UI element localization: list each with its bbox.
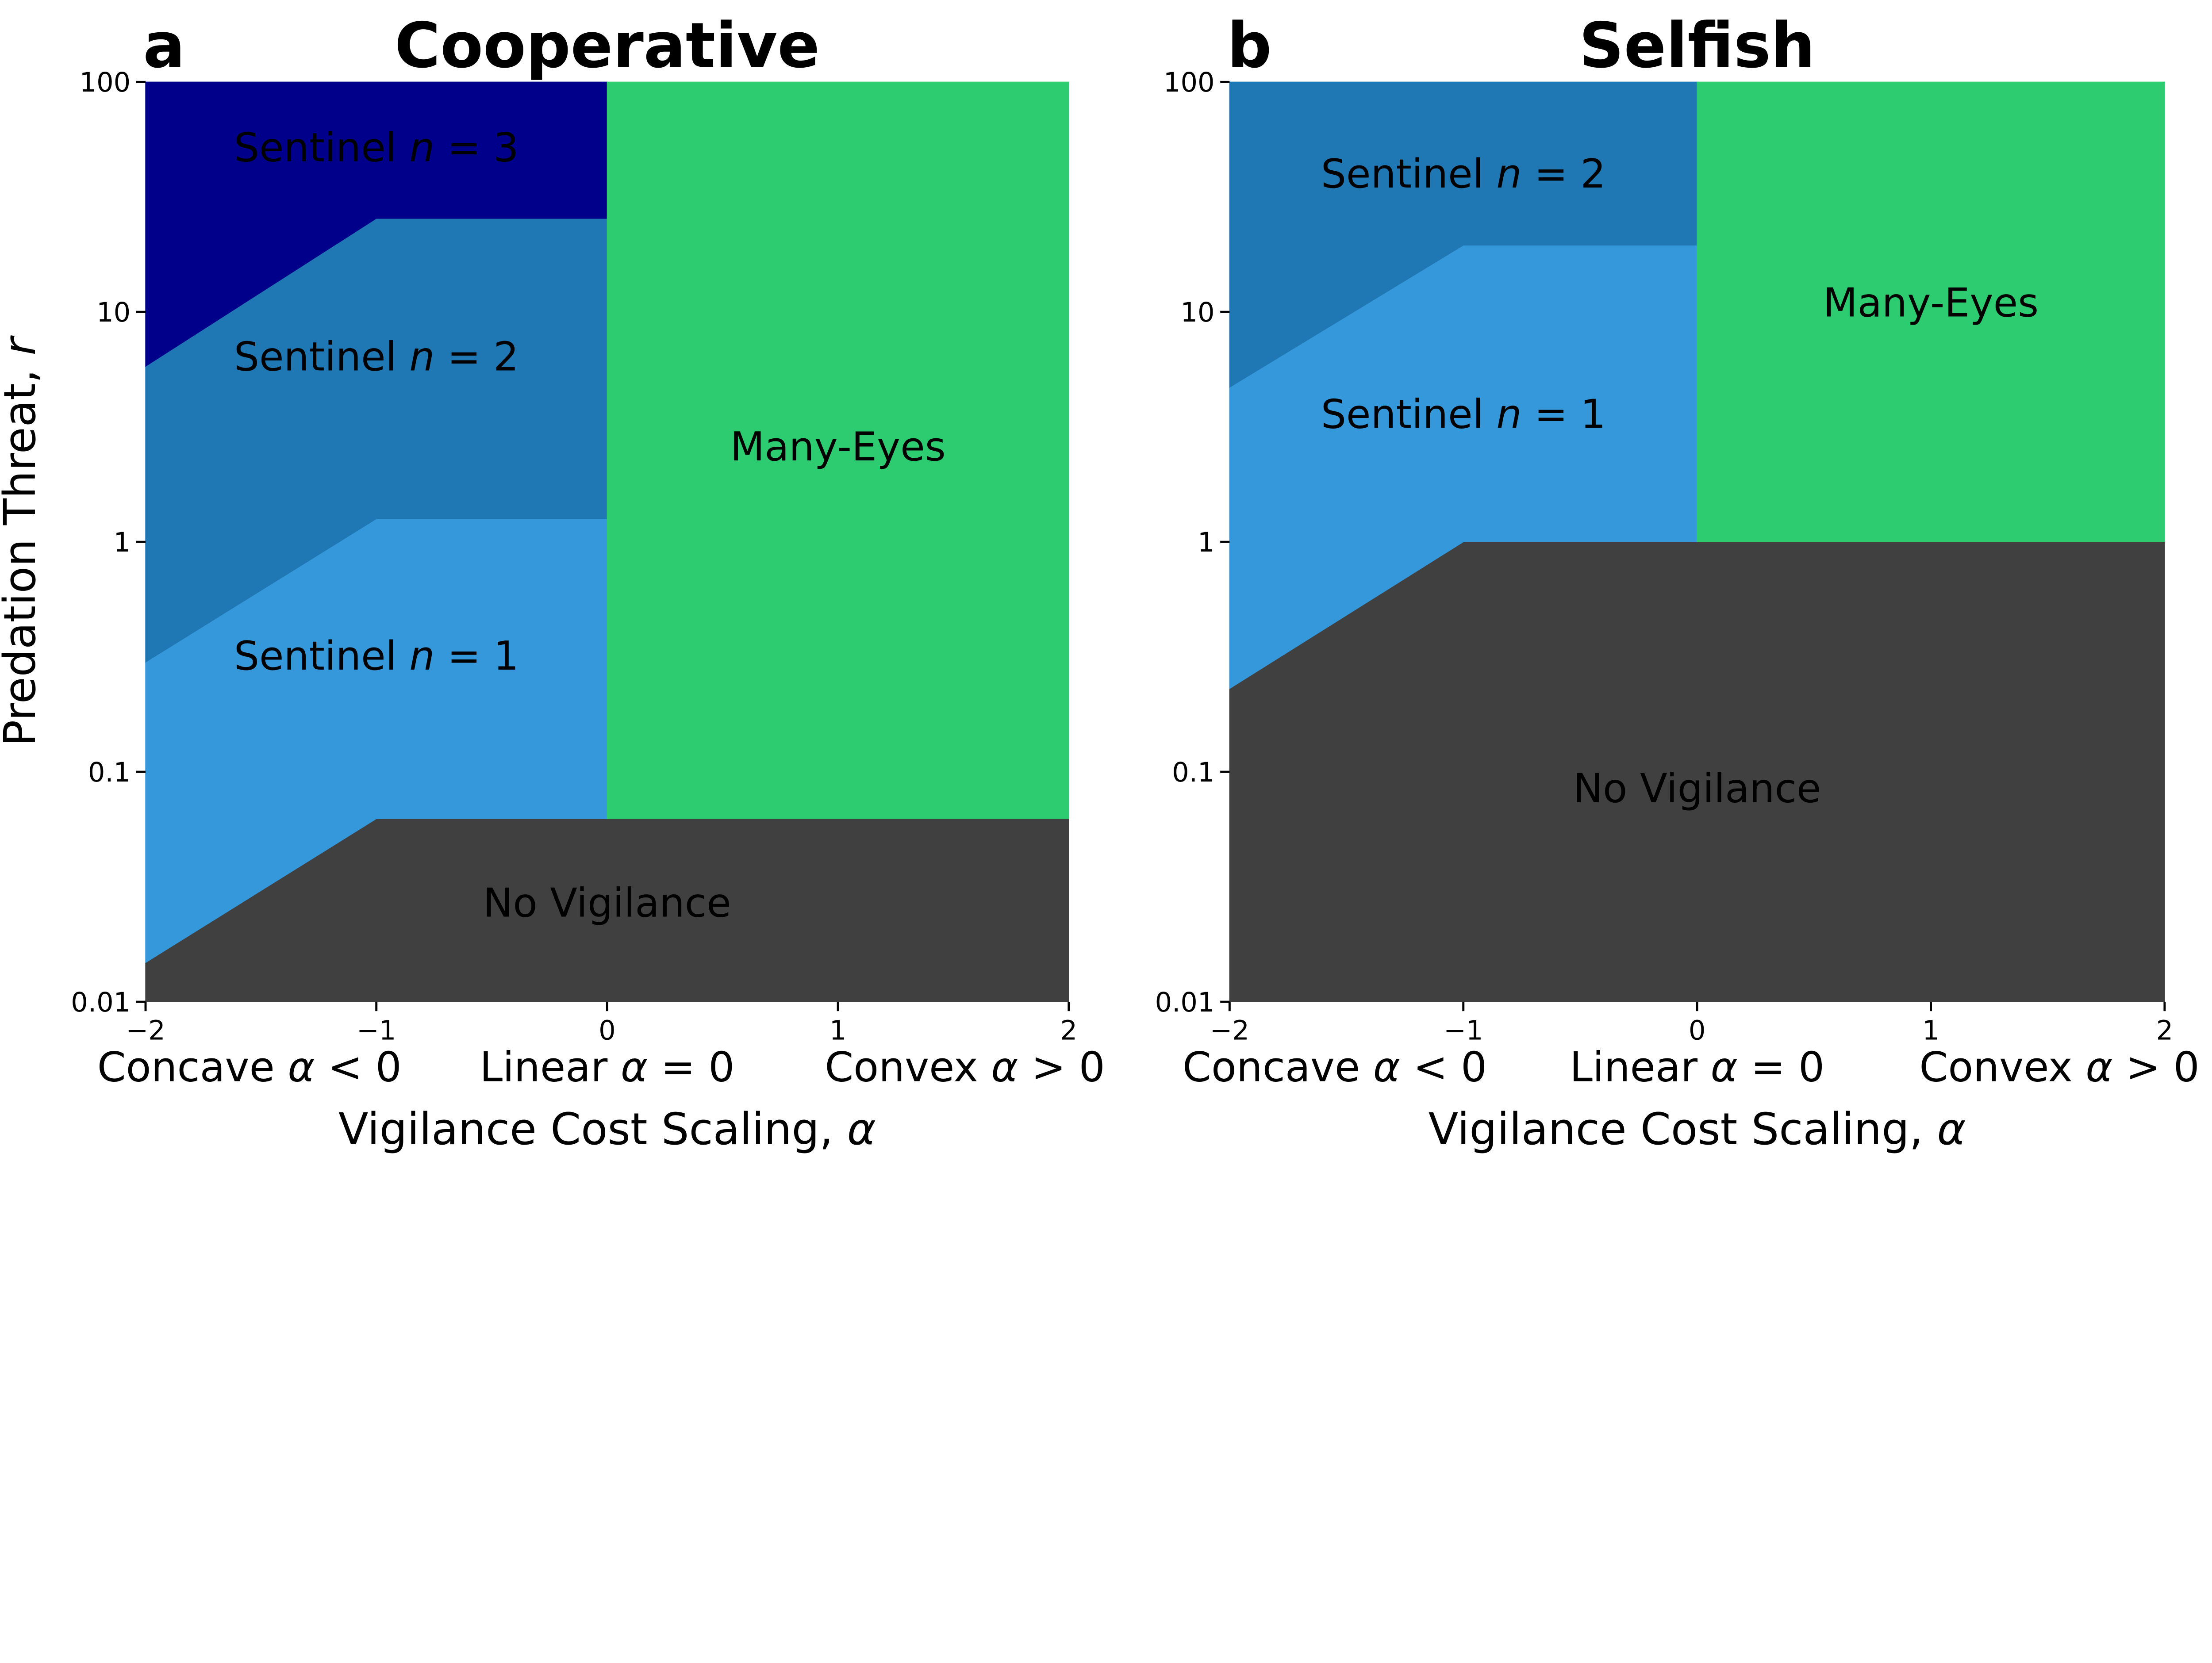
x-secondary-label: Convex α > 0 (1919, 1043, 2199, 1091)
y-axis-title: Predation Threat, r (0, 335, 46, 747)
x-secondary-label: Concave α < 0 (97, 1043, 402, 1091)
region-label-sentinel-n1: Sentinel n = 1 (234, 633, 519, 679)
y-tick-label: 0.1 (88, 757, 131, 788)
x-tick-label: 1 (1922, 1015, 1939, 1046)
panel-letter: a (143, 9, 185, 82)
y-tick-label: 1 (1198, 527, 1215, 558)
x-tick-label: −1 (1444, 1015, 1483, 1046)
phase-diagram-svg: No Vigilance Sentinel n = 1 Sentinel n = 2… (0, 9, 2200, 1155)
figure: No Vigilance Sentinel n = 1 Sentinel n = 2… (0, 9, 2200, 1155)
y-tick-label: 0.01 (71, 987, 131, 1018)
panel-title: Selfish (1579, 9, 1815, 82)
x-tick-label: 2 (1060, 1015, 1078, 1046)
x-secondary-label: Concave α < 0 (1183, 1043, 1487, 1091)
region-label-many-eyes: Many-Eyes (730, 424, 945, 470)
y-tick-label: 0.1 (1172, 757, 1214, 788)
x-secondary-label: Linear α = 0 (1570, 1043, 1824, 1091)
x-tick-label: 1 (830, 1015, 847, 1046)
region-label-sentinel-n2: Sentinel n = 2 (234, 334, 519, 380)
region-label-sentinel-n2: Sentinel n = 2 (1321, 151, 1606, 197)
region-many-eyes (607, 81, 1069, 819)
y-tick-label: 0.01 (1155, 987, 1215, 1018)
x-axis-title: Vigilance Cost Scaling, α (338, 1104, 876, 1155)
y-tick-label: 1 (114, 527, 131, 558)
region-label-no-vigilance: No Vigilance (1573, 766, 1821, 812)
region-label-sentinel-n3: Sentinel n = 3 (234, 125, 519, 171)
x-tick-label: 0 (599, 1015, 616, 1046)
region-many-eyes (1697, 81, 2165, 542)
x-tick-label: 0 (1689, 1015, 1706, 1046)
y-tick-label: 100 (1164, 67, 1215, 98)
x-secondary-label: Linear α = 0 (480, 1043, 734, 1091)
panel-letter: b (1227, 9, 1272, 82)
panel-title: Cooperative (395, 9, 820, 82)
x-tick-label: 2 (2156, 1015, 2174, 1046)
panel-b: No Vigilance Sentinel n = 1 Sentinel n = 2… (1155, 9, 2200, 1155)
region-label-many-eyes: Many-Eyes (1823, 280, 2039, 326)
region-label-no-vigilance: No Vigilance (483, 880, 731, 926)
region-label-sentinel-n1: Sentinel n = 1 (1321, 391, 1606, 438)
y-tick-label: 10 (96, 297, 131, 328)
panel-a: No Vigilance Sentinel n = 1 Sentinel n = 2… (0, 9, 1105, 1155)
x-tick-label: −1 (357, 1015, 396, 1046)
y-tick-label: 10 (1180, 297, 1214, 328)
x-tick-label: −2 (126, 1015, 165, 1046)
x-tick-label: −2 (1210, 1015, 1249, 1046)
x-secondary-label: Convex α > 0 (825, 1043, 1105, 1091)
y-tick-label: 100 (80, 67, 131, 98)
x-axis-title: Vigilance Cost Scaling, α (1429, 1104, 1966, 1155)
